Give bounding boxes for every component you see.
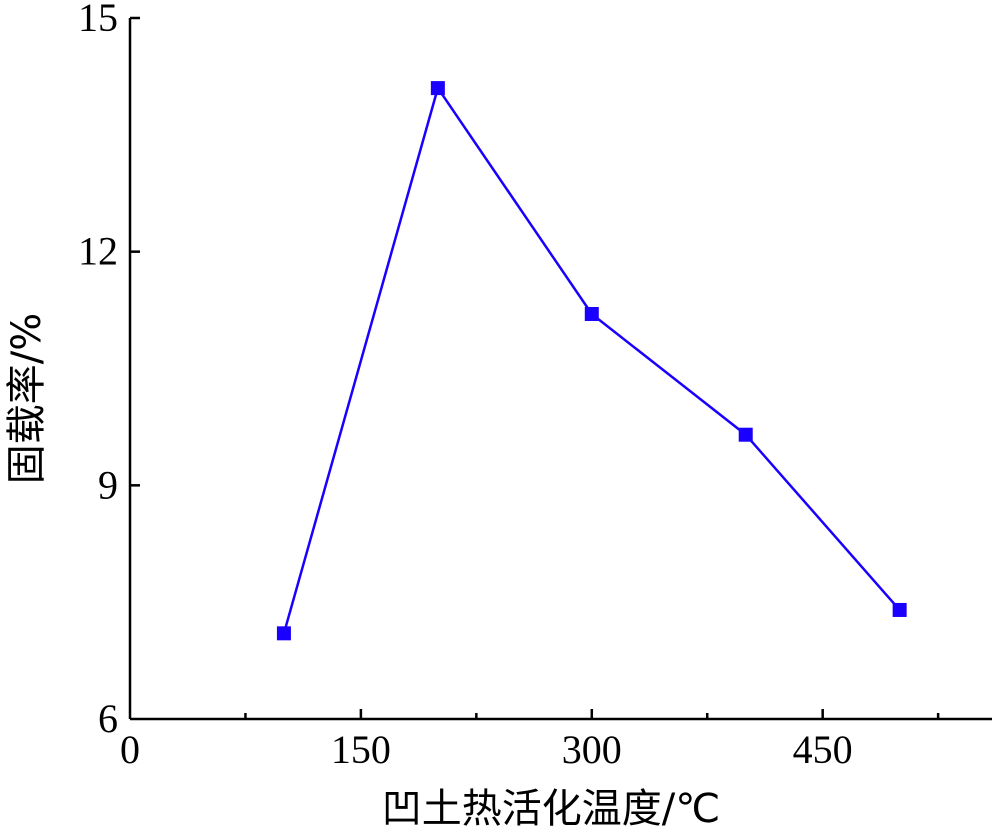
data-point (584, 306, 599, 321)
data-point (738, 427, 753, 442)
series-line (282, 85, 901, 634)
series (276, 81, 907, 641)
y-tick-label: 15 (78, 0, 118, 40)
data-point (276, 626, 291, 641)
x-tick-label: 450 (793, 727, 853, 772)
x-tick-label: 150 (331, 727, 391, 772)
data-point (892, 602, 907, 617)
axes (128, 18, 992, 721)
x-tick-label: 300 (562, 727, 622, 772)
y-axis-title: 固载率/% (4, 313, 50, 484)
ticks: 0 150 300 450 6 9 12 15 (78, 0, 940, 772)
y-tick-label: 12 (78, 229, 118, 274)
data-point (430, 81, 445, 96)
x-tick-label: 0 (120, 727, 140, 772)
x-axis-title: 凹土热活化温度/℃ (382, 786, 720, 832)
y-tick-label: 9 (98, 462, 118, 507)
y-tick-label: 6 (98, 696, 118, 741)
